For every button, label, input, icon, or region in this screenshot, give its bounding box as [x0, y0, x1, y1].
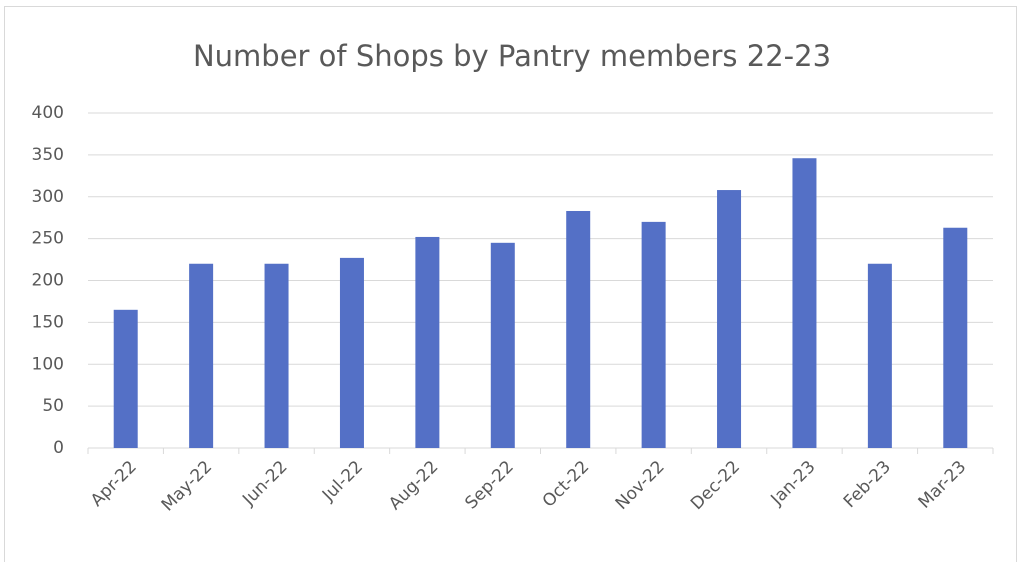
y-tick-label: 300 [32, 187, 64, 207]
y-tick-label: 50 [42, 396, 64, 416]
y-tick-label: 350 [32, 145, 64, 165]
bar [113, 309, 138, 448]
bar [867, 263, 892, 448]
chart-title: Number of Shops by Pantry members 22-23 [193, 39, 831, 73]
bar [339, 257, 364, 448]
y-tick-label: 250 [32, 229, 64, 249]
bar [943, 227, 968, 448]
y-tick-label: 100 [32, 354, 64, 374]
bar [717, 190, 742, 449]
bar [792, 158, 817, 448]
y-tick-label: 150 [32, 312, 64, 332]
bar [566, 210, 591, 448]
y-tick-label: 0 [53, 438, 64, 458]
bar [189, 263, 214, 448]
bar [641, 221, 666, 448]
y-tick-label: 400 [32, 103, 64, 123]
bar [264, 263, 289, 448]
y-tick-label: 200 [32, 271, 64, 291]
bar [490, 242, 515, 448]
bar [415, 236, 440, 448]
